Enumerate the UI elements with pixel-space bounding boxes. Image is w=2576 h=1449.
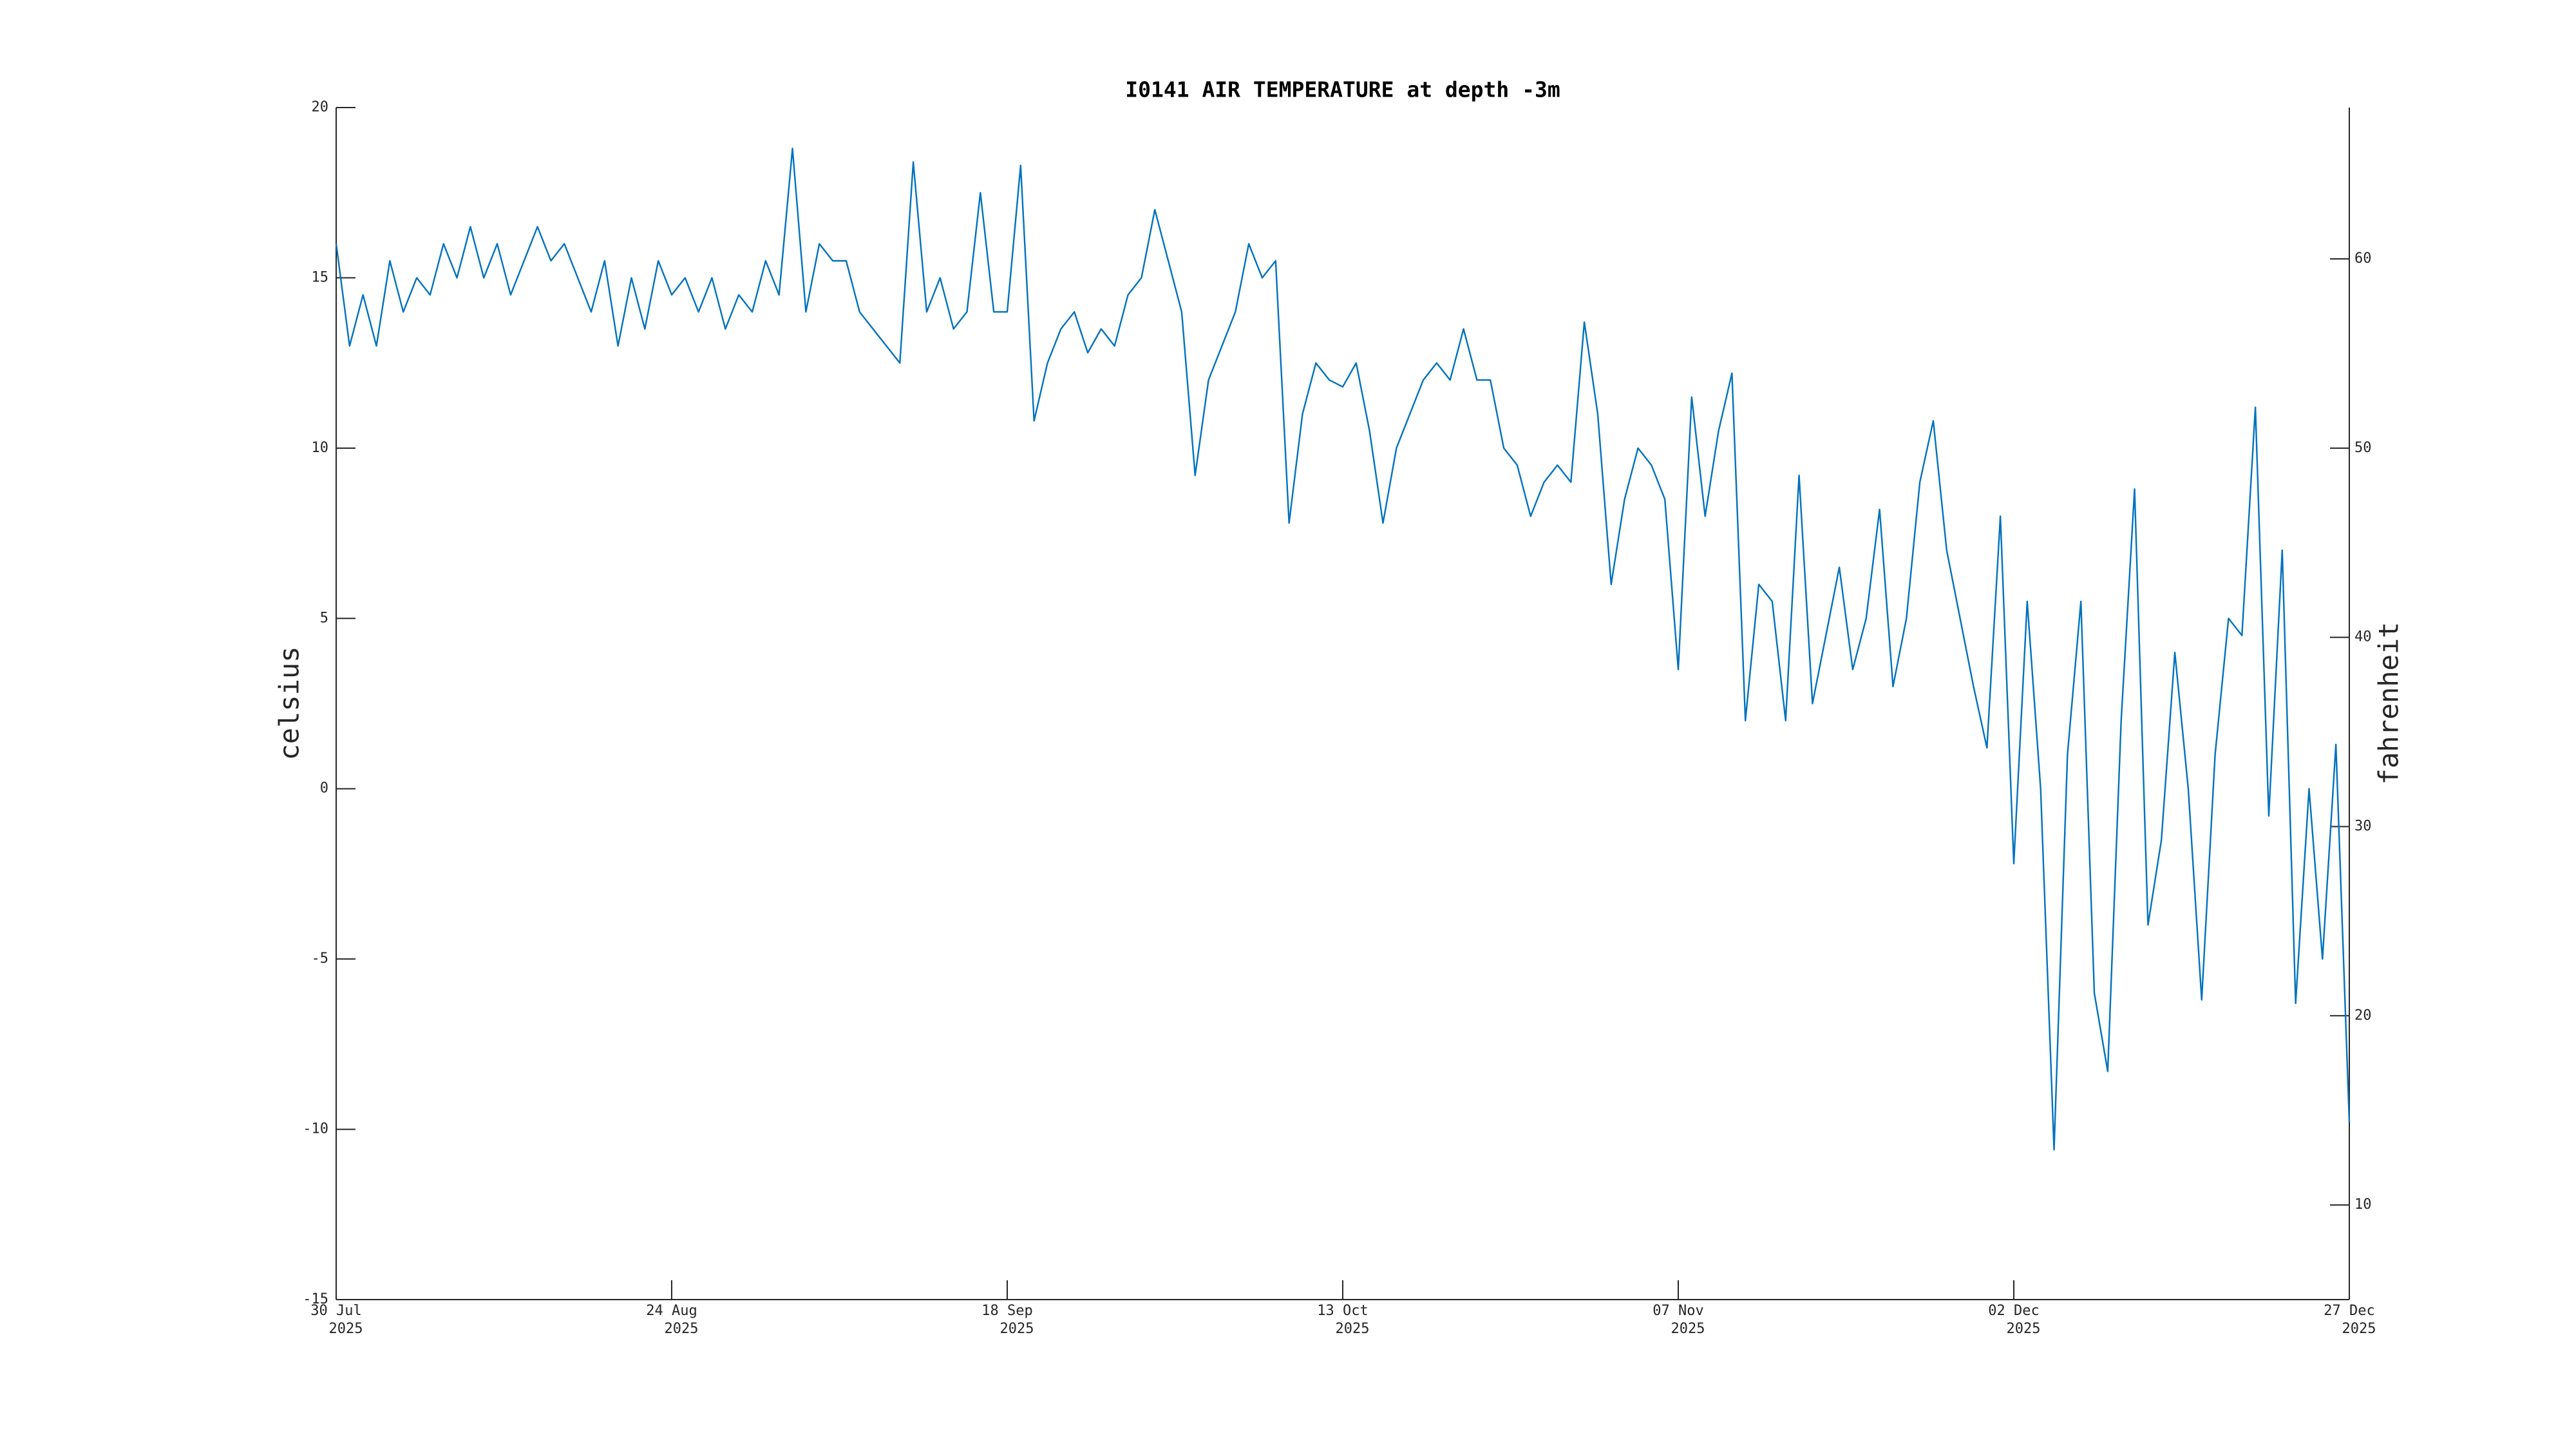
y-tick-label: 5 <box>320 610 328 626</box>
y-tick-label: -10 <box>303 1121 328 1137</box>
x-tick-label: 2025 <box>2007 1321 2041 1337</box>
x-tick-label: 18 Sep <box>981 1303 1032 1319</box>
y2-tick-label: 40 <box>2354 629 2372 645</box>
y-tick-label: 10 <box>312 440 329 456</box>
y-tick-label: 0 <box>320 781 328 797</box>
y-tick-label: 15 <box>312 269 329 285</box>
x-tick-label: 2025 <box>1000 1321 1034 1337</box>
y2-tick-label: 10 <box>2354 1197 2372 1213</box>
data-line <box>335 147 2351 1151</box>
x-tick-label: 13 Oct <box>1317 1303 1368 1319</box>
y-tick-label: -5 <box>312 951 329 967</box>
y2-tick-label: 30 <box>2354 818 2372 834</box>
y2-tick-label: 50 <box>2354 440 2372 456</box>
x-tick-label: 2025 <box>2342 1321 2376 1337</box>
chart-title: I0141 AIR TEMPERATURE at depth -3m <box>1125 77 1560 102</box>
y2-tick-label: 20 <box>2354 1007 2372 1023</box>
y2-tick-label: 60 <box>2354 251 2372 267</box>
x-tick-label: 2025 <box>665 1321 699 1337</box>
y2-axis-label: fahrenheit <box>2373 622 2405 785</box>
x-tick-label: 2025 <box>1671 1321 1705 1337</box>
y-tick-label: -15 <box>303 1291 328 1307</box>
x-tick-label: 2025 <box>1336 1321 1370 1337</box>
x-tick-label: 24 Aug <box>646 1303 697 1319</box>
x-tick-label: 30 Jul <box>310 1303 361 1319</box>
x-tick-label: 2025 <box>329 1321 363 1337</box>
y-tick-label: 20 <box>312 99 329 115</box>
x-tick-label: 07 Nov <box>1653 1303 1703 1319</box>
x-tick-label: 27 Dec <box>2324 1303 2374 1319</box>
x-tick-label: 02 Dec <box>1988 1303 2039 1319</box>
y-axis-label: celsius <box>274 646 305 760</box>
